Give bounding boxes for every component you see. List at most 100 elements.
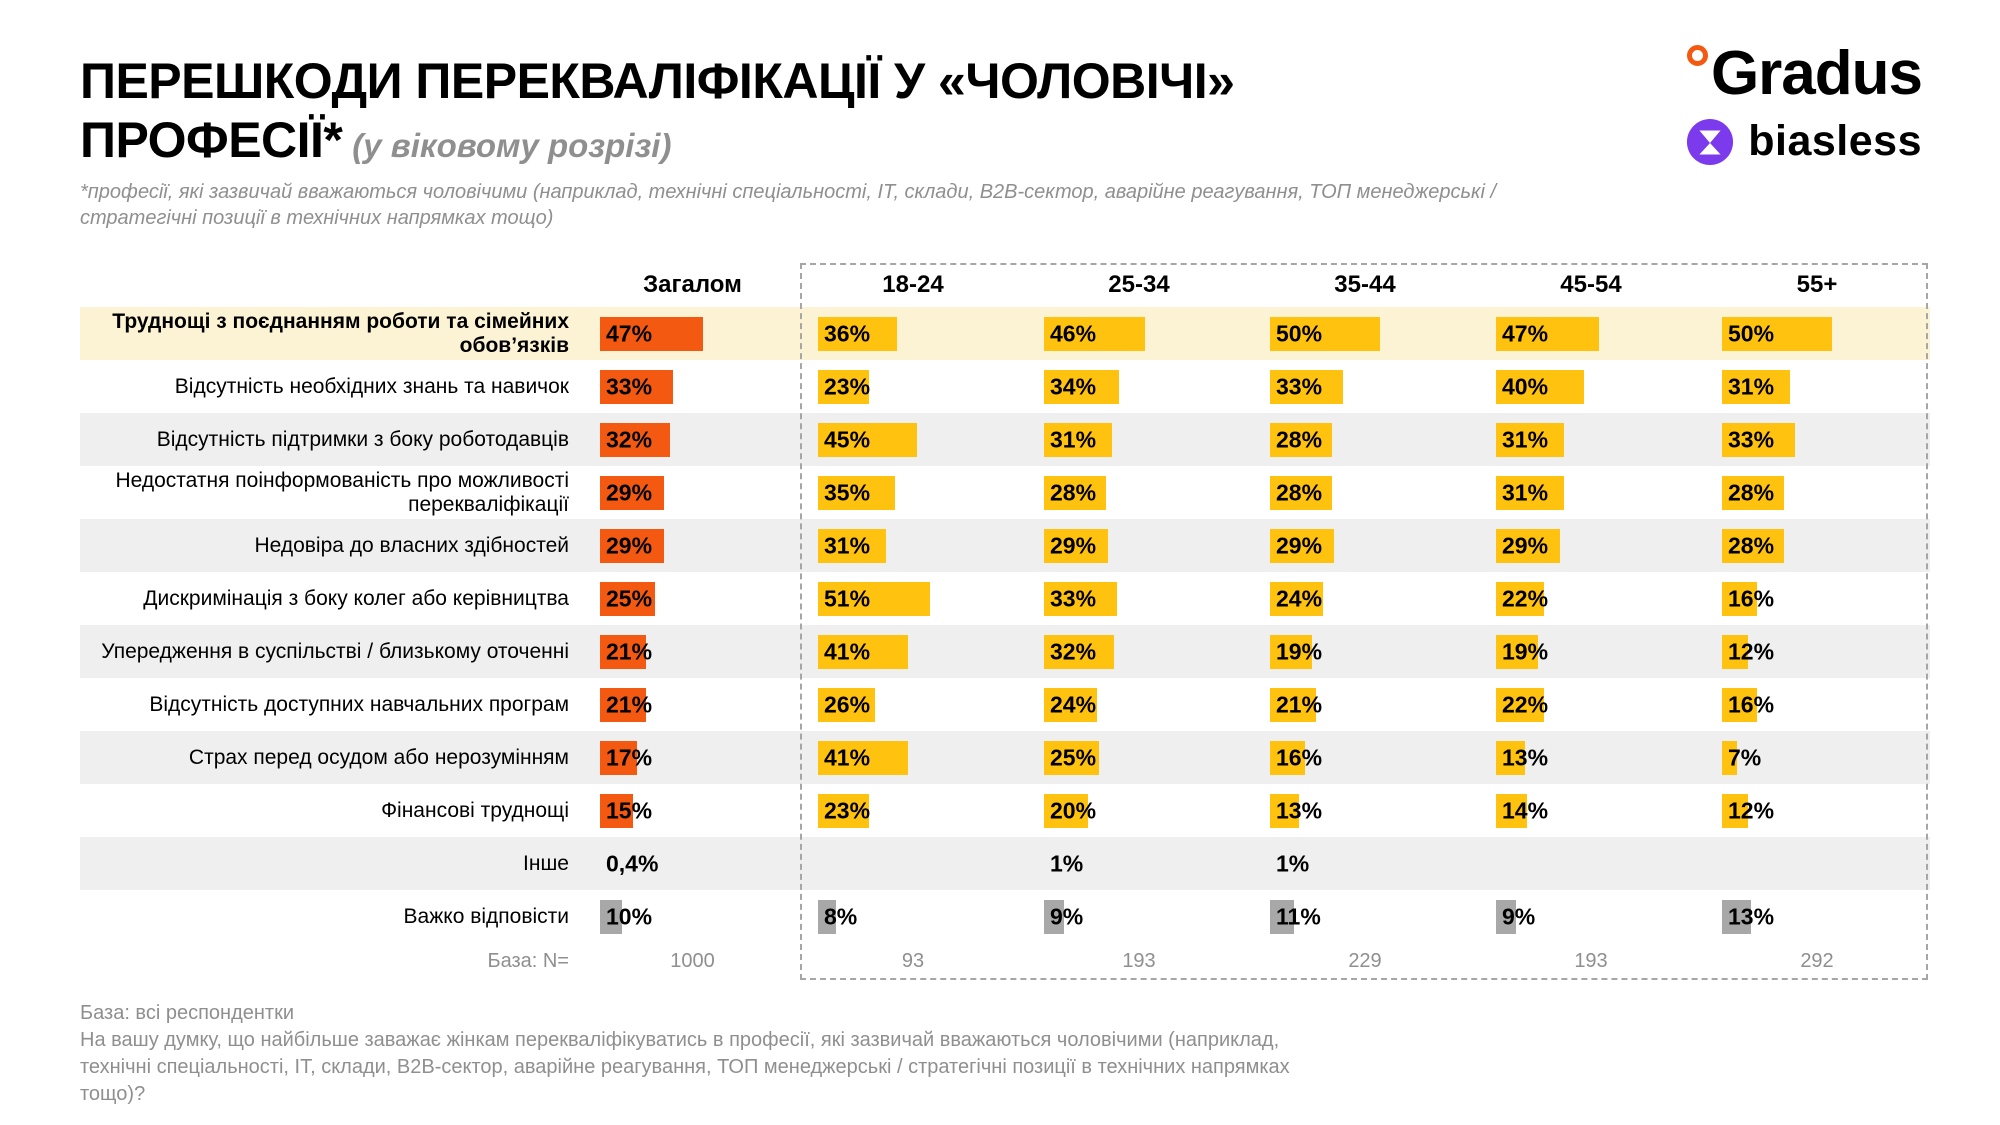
cell-age-35-44: 33% xyxy=(1252,360,1478,413)
bar xyxy=(600,899,622,934)
bar-value: 12% xyxy=(1728,797,1775,823)
bar xyxy=(1270,316,1380,351)
cell-age-35-44: 13% xyxy=(1252,784,1478,837)
cell-total: 29% xyxy=(585,519,800,572)
bar-value: 32% xyxy=(1050,638,1097,664)
bar xyxy=(1044,528,1108,563)
gradus-logo-text: Gradus xyxy=(1710,39,1923,108)
cell-age-55+: 12% xyxy=(1704,625,1930,678)
chart-row: Інше 0,4% 1% 1% xyxy=(80,837,1930,890)
bar-value: 26% xyxy=(824,691,871,717)
page-title: ПЕРЕШКОДИ ПЕРЕКВАЛІФІКАЦІЇ У «ЧОЛОВІЧІ» П… xyxy=(80,52,1580,169)
bar-value: 46% xyxy=(1050,320,1097,346)
bar-value: 45% xyxy=(824,426,871,452)
bar-value: 29% xyxy=(606,532,653,558)
cell-total: 47% xyxy=(585,307,800,360)
bar-value: 50% xyxy=(1728,320,1775,346)
cell-total: 29% xyxy=(585,466,800,519)
bar xyxy=(1044,740,1099,775)
bar xyxy=(1496,581,1544,616)
bar-value: 25% xyxy=(1050,744,1097,770)
bar-value: 31% xyxy=(824,532,871,558)
bar-value: 31% xyxy=(1728,373,1775,399)
bar-value: 34% xyxy=(1050,373,1097,399)
cell-age-55+: 50% xyxy=(1704,307,1930,360)
bar-value: 31% xyxy=(1502,426,1549,452)
bar xyxy=(818,634,908,669)
cell-age-25-34: 33% xyxy=(1026,572,1252,625)
chart-row: Відсутність підтримки з боку роботодавці… xyxy=(80,413,1930,466)
bar xyxy=(818,740,908,775)
bar xyxy=(600,528,664,563)
bar-value: 21% xyxy=(606,638,653,664)
bar-value: 31% xyxy=(1050,426,1097,452)
bar-value: 41% xyxy=(824,638,871,664)
column-header-18-24: 18-24 xyxy=(882,271,944,298)
row-label: Відсутність необхідних знань та навичок xyxy=(174,374,569,398)
row-label: Відсутність доступних навчальних програм xyxy=(149,692,569,716)
chart: Загалом 18-24 25-34 35-44 45-54 55+ Труд… xyxy=(80,263,1930,980)
bar-value: 41% xyxy=(824,744,871,770)
bar-value: 33% xyxy=(1276,373,1323,399)
bar-value: 50% xyxy=(1276,320,1323,346)
bar-value: 20% xyxy=(1050,797,1097,823)
bar xyxy=(1496,740,1525,775)
cell-age-55+: 13% xyxy=(1704,890,1930,943)
footer-base-note: База: всі респондентки xyxy=(80,1002,294,1024)
column-header-55plus: 55+ xyxy=(1796,271,1838,298)
bar xyxy=(1044,316,1145,351)
bar xyxy=(1270,581,1323,616)
bar xyxy=(1270,793,1299,828)
bar-value: 25% xyxy=(606,585,653,611)
bar xyxy=(600,475,664,510)
bar xyxy=(600,316,703,351)
cell-age-55+: 7% xyxy=(1704,731,1930,784)
bar-value: 24% xyxy=(1276,585,1323,611)
cell-age-25-34: 32% xyxy=(1026,625,1252,678)
bar xyxy=(1044,369,1119,404)
row-label: Труднощі з поєднанням роботи та сімейних… xyxy=(112,309,569,357)
bar-value: 19% xyxy=(1276,638,1323,664)
gradus-logo: Gradus xyxy=(1686,38,1923,109)
column-header-35-44: 35-44 xyxy=(1334,271,1396,298)
bar-value: 47% xyxy=(1502,320,1549,346)
bar xyxy=(818,316,897,351)
bar-value: 28% xyxy=(1276,426,1323,452)
cell-total: 0,4% xyxy=(585,837,800,890)
bar xyxy=(1270,740,1305,775)
column-header-total: Загалом xyxy=(643,271,742,298)
chart-row: Упередження в суспільстві / близькому от… xyxy=(80,625,1930,678)
bar xyxy=(1044,899,1064,934)
bar xyxy=(1270,369,1343,404)
base-n-18-24: 93 xyxy=(901,950,925,972)
cell-age-18-24: 8% xyxy=(800,890,1026,943)
cell-age-25-34: 28% xyxy=(1026,466,1252,519)
biasless-logo-text: biasless xyxy=(1748,117,1922,165)
cell-age-35-44: 16% xyxy=(1252,731,1478,784)
cell-age-18-24: 36% xyxy=(800,307,1026,360)
bar xyxy=(1044,687,1097,722)
cell-age-25-34: 34% xyxy=(1026,360,1252,413)
cell-age-35-44: 21% xyxy=(1252,678,1478,731)
cell-age-35-44: 50% xyxy=(1252,307,1478,360)
cell-age-45-54: 31% xyxy=(1478,466,1704,519)
bar xyxy=(1496,422,1564,457)
cell-age-35-44: 29% xyxy=(1252,519,1478,572)
degree-icon xyxy=(1686,45,1708,66)
bar-value: 28% xyxy=(1728,532,1775,558)
bar xyxy=(1722,475,1784,510)
bar-value: 29% xyxy=(1502,532,1549,558)
cell-total: 15% xyxy=(585,784,800,837)
cell-age-18-24: 23% xyxy=(800,784,1026,837)
cell-age-45-54: 22% xyxy=(1478,572,1704,625)
cell-age-18-24: 35% xyxy=(800,466,1026,519)
bar-value: 17% xyxy=(606,744,653,770)
cell-age-55+: 16% xyxy=(1704,572,1930,625)
cell-age-55+: 28% xyxy=(1704,519,1930,572)
bar-value: 16% xyxy=(1276,744,1323,770)
column-header-25-34: 25-34 xyxy=(1108,271,1170,298)
bar xyxy=(1722,316,1832,351)
cell-age-55+: 33% xyxy=(1704,413,1930,466)
bar-value: 22% xyxy=(1502,585,1549,611)
